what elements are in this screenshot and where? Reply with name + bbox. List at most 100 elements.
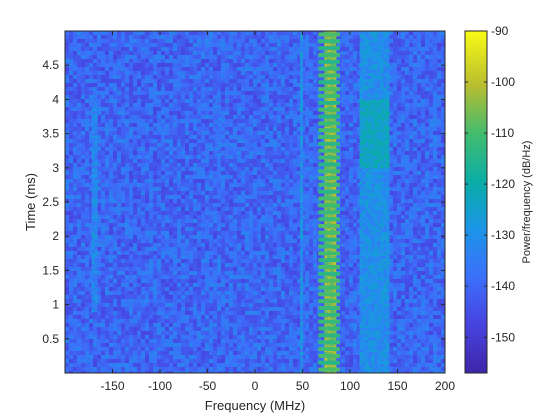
- heatmap-cell: [73, 135, 77, 139]
- heatmap-cell: [169, 35, 173, 39]
- heatmap-cell: [185, 179, 189, 183]
- heatmap-cell: [201, 235, 205, 239]
- heatmap-cell: [389, 235, 393, 239]
- heatmap-cell: [421, 195, 425, 199]
- heatmap-cell: [265, 103, 269, 107]
- heatmap-cell: [317, 207, 321, 211]
- heatmap-cell: [353, 123, 357, 127]
- heatmap-cell: [257, 239, 261, 243]
- heatmap-cell: [109, 151, 113, 155]
- heatmap-cell: [125, 103, 129, 107]
- heatmap-cell: [213, 235, 217, 239]
- heatmap-cell: [109, 139, 113, 143]
- heatmap-cell: [313, 191, 317, 195]
- heatmap-cell: [153, 155, 157, 159]
- heatmap-cell: [413, 111, 417, 115]
- heatmap-cell: [157, 91, 161, 95]
- heatmap-cell: [117, 87, 121, 91]
- heatmap-cell: [145, 87, 149, 91]
- heatmap-cell: [85, 235, 89, 239]
- heatmap-cell: [125, 207, 129, 211]
- heatmap-cell: [149, 71, 153, 75]
- heatmap-cell: [281, 171, 285, 175]
- heatmap-cell: [309, 187, 313, 191]
- heatmap-cell: [297, 83, 301, 87]
- heatmap-cell: [161, 119, 165, 123]
- heatmap-cell: [357, 103, 361, 107]
- heatmap-cell: [241, 119, 245, 123]
- heatmap-cell: [405, 75, 409, 79]
- heatmap-cell: [405, 131, 409, 135]
- heatmap-cell: [349, 235, 353, 239]
- heatmap-cell: [249, 103, 253, 107]
- heatmap-cell: [185, 75, 189, 79]
- heatmap-cell: [97, 67, 101, 71]
- heatmap-cell: [141, 127, 145, 131]
- heatmap-cell: [161, 59, 165, 63]
- heatmap-cell: [193, 223, 197, 227]
- heatmap-cell: [241, 191, 245, 195]
- heatmap-cell: [121, 67, 125, 71]
- heatmap-cell: [97, 103, 101, 107]
- heatmap-cell: [125, 227, 129, 231]
- heatmap-cell: [213, 139, 217, 143]
- heatmap-cell: [261, 67, 265, 71]
- heatmap-cell: [357, 187, 361, 191]
- heatmap-cell: [185, 219, 189, 223]
- heatmap-cell: [157, 71, 161, 75]
- heatmap-cell: [113, 103, 117, 107]
- heatmap-cell: [157, 187, 161, 191]
- heatmap-cell: [181, 35, 185, 39]
- heatmap-cell: [425, 231, 429, 235]
- heatmap-cell: [313, 79, 317, 83]
- heatmap-cell: [141, 71, 145, 75]
- heatmap-cell: [233, 223, 237, 227]
- heatmap-cell: [205, 215, 209, 219]
- heatmap-cell: [245, 139, 249, 143]
- heatmap-cell: [133, 107, 137, 111]
- heatmap-cell: [317, 103, 321, 107]
- heatmap-cell: [117, 163, 121, 167]
- heatmap-cell: [169, 83, 173, 87]
- heatmap-cell: [249, 43, 253, 47]
- heatmap-cell: [405, 211, 409, 215]
- heatmap-cell: [437, 195, 441, 199]
- heatmap-cell: [277, 95, 281, 99]
- heatmap-cell: [149, 147, 153, 151]
- heatmap-cell: [193, 195, 197, 199]
- heatmap-cell: [65, 155, 69, 159]
- heatmap-cell: [245, 111, 249, 115]
- heatmap-cell: [77, 39, 81, 43]
- heatmap-cell: [425, 199, 429, 203]
- heatmap-cell: [349, 59, 353, 63]
- heatmap-cell: [289, 151, 293, 155]
- heatmap-cell: [73, 131, 77, 135]
- heatmap-cell: [341, 75, 345, 79]
- heatmap-cell: [225, 75, 229, 79]
- heatmap-cell: [233, 47, 237, 51]
- heatmap-cell: [173, 215, 177, 219]
- heatmap-cell: [437, 55, 441, 59]
- heatmap-cell: [249, 171, 253, 175]
- heatmap-cell: [289, 139, 293, 143]
- heatmap-cell: [97, 167, 101, 171]
- heatmap-cell: [221, 63, 225, 67]
- heatmap-cell: [273, 47, 277, 51]
- heatmap-cell: [409, 115, 413, 119]
- heatmap-cell: [297, 223, 301, 227]
- heatmap-cell: [261, 95, 265, 99]
- heatmap-cell: [261, 231, 265, 235]
- heatmap-cell: [285, 63, 289, 67]
- heatmap-cell: [185, 187, 189, 191]
- heatmap-cell: [113, 187, 117, 191]
- heatmap-cell: [121, 107, 125, 111]
- heatmap-cell: [217, 187, 221, 191]
- heatmap-cell: [113, 111, 117, 115]
- heatmap-cell: [433, 207, 437, 211]
- heatmap-cell: [429, 67, 433, 71]
- heatmap-cell: [65, 167, 69, 171]
- heatmap-cell: [69, 103, 73, 107]
- heatmap-cell: [165, 215, 169, 219]
- heatmap-cell: [137, 203, 141, 207]
- heatmap-cell: [169, 211, 173, 215]
